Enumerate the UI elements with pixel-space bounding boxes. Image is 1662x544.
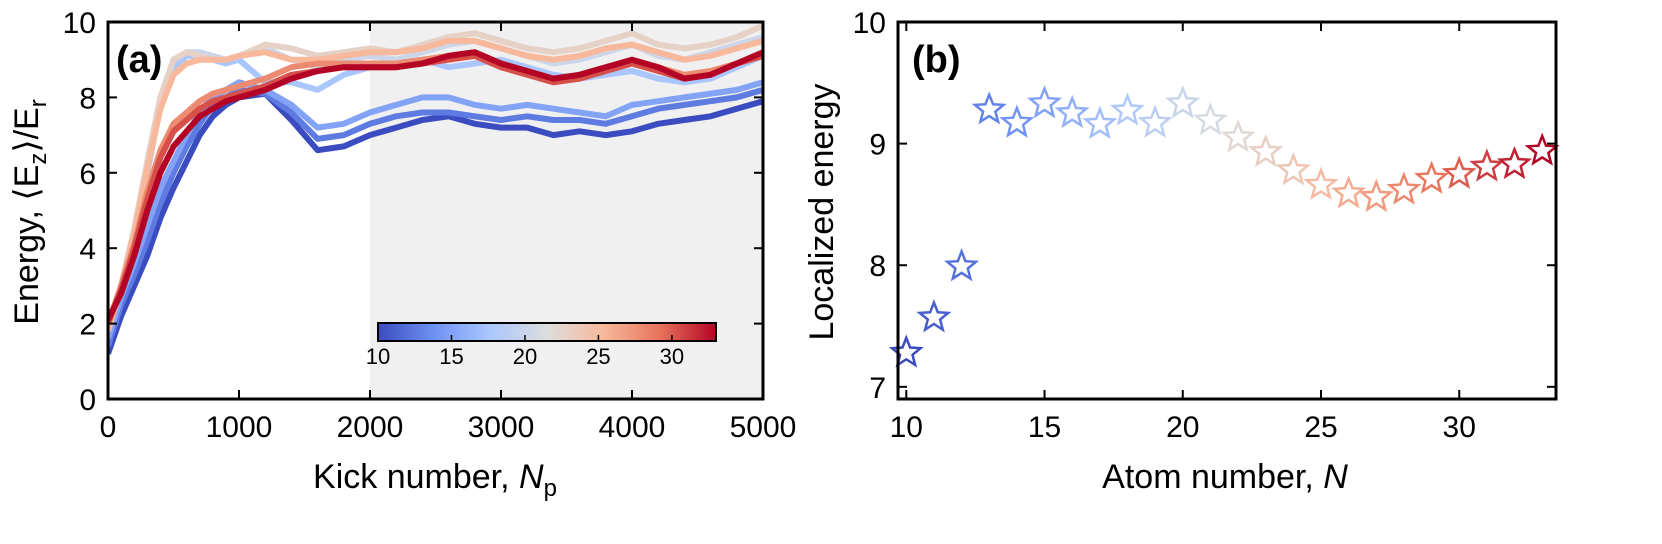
star-marker [1497, 145, 1533, 180]
x-tick-label-b: 30 [1443, 411, 1476, 444]
star-marker [1165, 85, 1201, 119]
panel-b-frame [896, 20, 1558, 401]
star-marker [1192, 102, 1228, 136]
colorbar-tick-label: 30 [660, 344, 684, 369]
series-line-7 [108, 37, 763, 332]
star-marker [999, 104, 1035, 138]
star-marker [1469, 148, 1505, 182]
panel-a-xlabel: Kick number, Np [313, 458, 557, 502]
star-marker [1109, 92, 1145, 126]
panel-a-label: (a) [116, 39, 162, 81]
colorbar-ticks: 10 15 20 25 30 [366, 335, 684, 369]
x-tick-label-a: 1000 [206, 411, 273, 444]
star-marker [1414, 160, 1450, 194]
colorbar-tick-label: 20 [513, 344, 537, 369]
colorbar-tick-label: 15 [439, 344, 463, 369]
series-line-10 [108, 49, 763, 322]
x-tick-label-a: 3000 [468, 411, 535, 444]
star-marker [1386, 171, 1422, 205]
panel-b-label: (b) [912, 39, 961, 81]
panel-b: 10 15 20 25 30 7 8 9 10 (b) Atom number, N Local… [803, 7, 1560, 496]
star-marker [1027, 85, 1063, 119]
panel-b-xlabel: Atom number, N [1102, 458, 1348, 496]
star-marker [916, 299, 952, 333]
panel-a: 0 1000 2000 3000 4000 5000 0 2 4 6 8 10 (a) 10 15 20 2… [8, 7, 796, 502]
star-marker [1275, 152, 1311, 186]
x-tick-label-b: 10 [890, 411, 923, 444]
x-tick-label-b: 25 [1304, 411, 1337, 444]
star-marker [1331, 175, 1367, 209]
series-line-2 [108, 86, 763, 348]
colorbar-bar [377, 322, 717, 342]
y-tick-label-a: 0 [79, 384, 96, 417]
panel-b-ticks: 10 15 20 25 30 7 8 9 10 [853, 7, 1556, 444]
star-marker [1248, 133, 1284, 168]
panel-a-lines [108, 23, 763, 355]
star-marker [944, 247, 980, 282]
star-marker [1303, 166, 1339, 200]
colorbar-tick-label: 25 [586, 344, 610, 369]
y-tick-label-b: 9 [869, 129, 886, 162]
series-line-6 [108, 23, 763, 332]
series-line-3 [108, 79, 763, 340]
star-marker [1441, 155, 1477, 190]
y-tick-label-b: 10 [853, 7, 886, 40]
star-marker [1358, 178, 1394, 213]
star-marker [1524, 132, 1560, 166]
star-marker [1220, 119, 1256, 153]
y-tick-label-a: 8 [79, 82, 96, 115]
x-tick-label-a: 2000 [337, 411, 404, 444]
x-tick-label-a: 5000 [730, 411, 797, 444]
panel-b-markers [888, 85, 1560, 368]
series-line-1 [108, 90, 763, 355]
star-marker [971, 91, 1007, 125]
y-tick-label-a: 2 [79, 309, 96, 342]
panel-b-ylabel: Localized energy [803, 83, 841, 340]
y-tick-label-a: 4 [79, 233, 96, 266]
y-tick-label-a: 10 [63, 7, 96, 40]
star-marker [888, 334, 924, 368]
x-tick-label-a: 0 [100, 411, 117, 444]
x-tick-label-b: 20 [1166, 411, 1199, 444]
panel-a-ylabel: Energy, ⟨Ez⟩/Er [8, 99, 52, 324]
star-marker [1082, 105, 1118, 140]
y-tick-label-b: 8 [869, 250, 886, 283]
colorbar-tick-label: 10 [366, 344, 390, 369]
star-marker [1137, 104, 1173, 138]
colorbar: 10 15 20 25 30 [366, 322, 717, 369]
y-tick-label-b: 7 [869, 372, 886, 405]
y-tick-label-a: 6 [79, 158, 96, 191]
star-marker [1054, 94, 1090, 129]
panel-a-ticks: 0 1000 2000 3000 4000 5000 0 2 4 6 8 10 [63, 7, 797, 444]
x-tick-label-a: 4000 [599, 411, 666, 444]
panel-a-frame [106, 20, 765, 401]
x-tick-label-b: 15 [1028, 411, 1061, 444]
